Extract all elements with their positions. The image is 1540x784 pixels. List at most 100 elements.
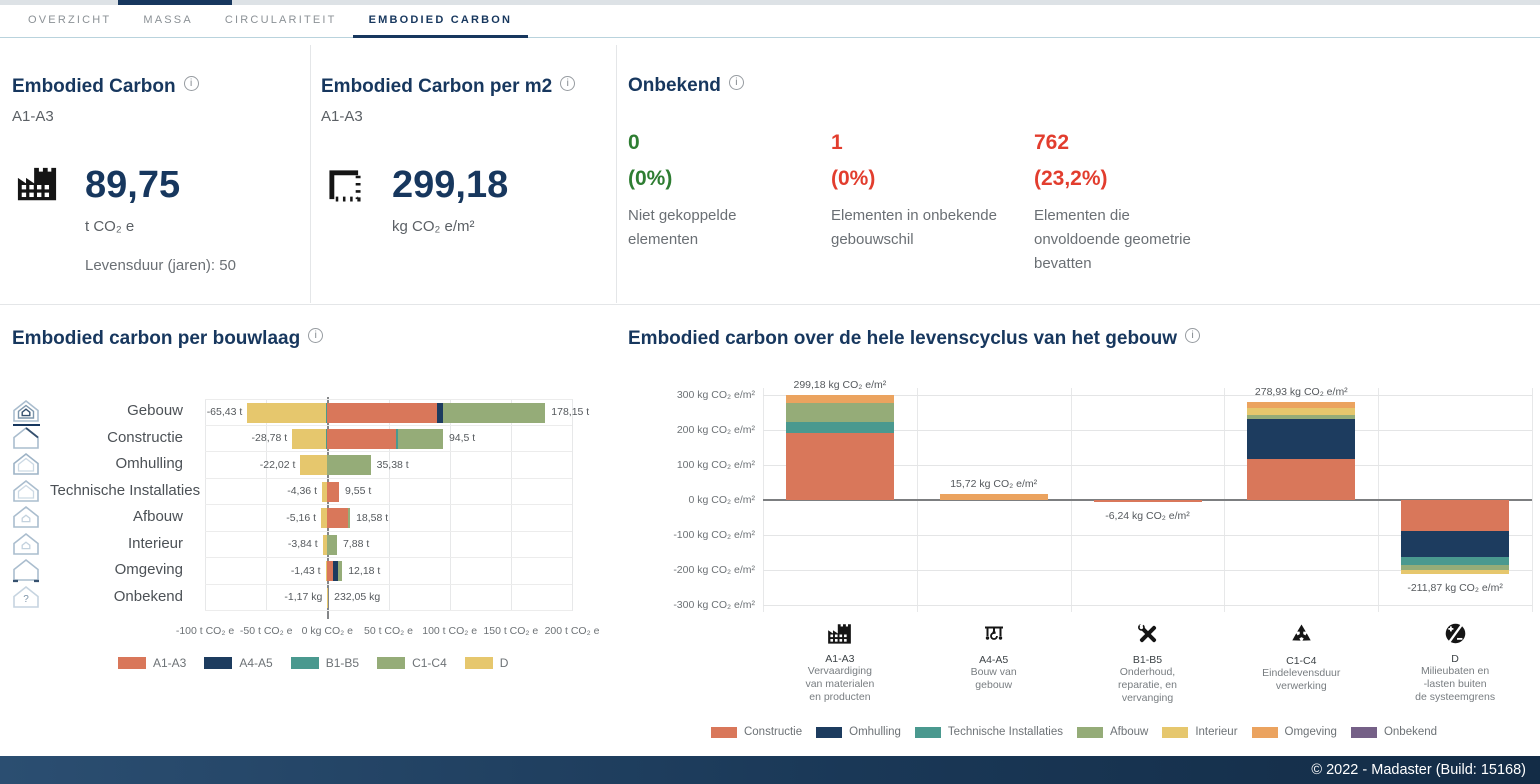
bar-segment-D[interactable] bbox=[321, 508, 328, 528]
gridline bbox=[763, 465, 1532, 466]
omgeving-house-icon bbox=[13, 558, 39, 583]
embodied-carbon-m2-unit: kg CO₂ e/m² bbox=[392, 218, 475, 235]
legend-swatch bbox=[118, 657, 146, 669]
bouwlaag-plot: Gebouw -65,43 t 178,15 t Constructie -28,78 … bbox=[10, 397, 589, 619]
x-tick-label: 200 t CO₂ e bbox=[544, 625, 600, 637]
info-icon[interactable]: i bbox=[728, 75, 744, 90]
interieur-icon bbox=[12, 532, 44, 558]
bar-segment-D[interactable] bbox=[325, 561, 328, 581]
bar-segment-A1-A3[interactable] bbox=[327, 481, 339, 502]
embodied-carbon-m2-title: Embodied Carbon per m2 bbox=[321, 76, 553, 97]
info-icon[interactable]: i bbox=[183, 76, 199, 91]
gridline bbox=[205, 399, 206, 611]
legend-label: Omhulling bbox=[849, 726, 901, 738]
legend-label: Onbekend bbox=[1383, 726, 1438, 738]
legend-swatch bbox=[464, 657, 493, 669]
bar-segment-D[interactable] bbox=[322, 534, 328, 555]
bouwlaag-row-gebouw: Gebouw -65,43 t 178,15 t bbox=[10, 399, 589, 426]
pos-value-label: 7,88 t bbox=[342, 538, 370, 551]
constructie-house-icon bbox=[13, 426, 39, 449]
bar-segment-omgeving[interactable] bbox=[939, 494, 1048, 500]
bar-segment-omgeving[interactable] bbox=[785, 395, 894, 404]
stat-value: 762 bbox=[1034, 131, 1070, 154]
phase-description: Bouw van gebouw bbox=[970, 666, 1017, 691]
neg-value-label: -22,02 t bbox=[259, 458, 296, 471]
copyright-text: © 2022 - Madaster (Build: 15168) bbox=[1311, 762, 1526, 778]
bar-segment-omhulling[interactable] bbox=[1247, 418, 1356, 459]
bar-segment-C1-C4[interactable] bbox=[327, 455, 371, 475]
bar-segment-B1-B5[interactable] bbox=[326, 428, 328, 449]
legend-label: Constructie bbox=[743, 726, 803, 738]
recycle-icon bbox=[1225, 622, 1377, 652]
bar-segment-omgeving[interactable] bbox=[1247, 402, 1356, 408]
bar-segment-A1-A3[interactable] bbox=[327, 403, 438, 423]
bar-segment-B1-B5[interactable] bbox=[326, 403, 328, 423]
bar-segment-D[interactable] bbox=[292, 428, 327, 449]
stat-value: 0 bbox=[628, 131, 640, 154]
embodied-carbon-card: Embodied Carbon i A1-A3 89,75 t CO₂ e Lev… bbox=[12, 76, 308, 274]
tab-embodied-carbon[interactable]: EMBODIED CARBON bbox=[352, 5, 529, 38]
neg-value-label: -1,17 kg bbox=[284, 591, 323, 604]
bar-segment-A1-A3[interactable] bbox=[327, 428, 396, 449]
bar-segment-C1-C4[interactable] bbox=[347, 508, 351, 528]
tab-massa[interactable]: MASSA bbox=[143, 14, 193, 26]
phase-description: Vervaardiging van materialen en producten bbox=[805, 664, 875, 703]
bar-segment-A1-A3[interactable] bbox=[327, 508, 348, 528]
bar-segment-C1-C4[interactable] bbox=[327, 534, 337, 555]
row-plot: -65,43 t 178,15 t bbox=[205, 399, 589, 426]
bar-segment-D[interactable] bbox=[300, 455, 328, 475]
divider bbox=[0, 304, 1540, 305]
phase-description: Onderhoud, reparatie, en vervanging bbox=[1118, 666, 1177, 704]
bar-segment-D[interactable] bbox=[247, 403, 327, 423]
bar-segment-C1-C4[interactable] bbox=[338, 561, 343, 581]
bar-segment-A4-A5[interactable] bbox=[437, 403, 443, 423]
bar-segment-omhulling[interactable] bbox=[1401, 530, 1510, 558]
stat-description: Elementen die onvoldoende geometrie beva… bbox=[1034, 207, 1191, 273]
neg-value-label: -3,84 t bbox=[287, 538, 318, 551]
info-icon[interactable]: i bbox=[308, 328, 324, 343]
bar-segment-A4-A5[interactable] bbox=[333, 561, 339, 581]
bar-segment-constructie[interactable] bbox=[1093, 500, 1202, 503]
tab-circulariteit[interactable]: CIRCULARITEIT bbox=[224, 14, 337, 26]
bar-segment-technische-installaties[interactable] bbox=[785, 422, 894, 433]
bar-segment-technische-installaties[interactable] bbox=[1401, 557, 1510, 566]
plus-minus-icon bbox=[1445, 623, 1465, 644]
bar-segment-D[interactable] bbox=[327, 587, 328, 608]
bar-segment-constructie[interactable] bbox=[785, 432, 894, 500]
neg-value-label: -65,43 t bbox=[206, 406, 243, 419]
row-label: Interieur bbox=[127, 534, 183, 552]
bar-segment-A1-A3[interactable] bbox=[327, 561, 334, 581]
x-tick-label: 100 t CO₂ e bbox=[422, 625, 478, 637]
bar-segment-B1-B5[interactable] bbox=[395, 428, 398, 449]
omhulling-icon bbox=[12, 452, 44, 478]
bar-segment-interieur[interactable] bbox=[1401, 570, 1510, 575]
stat-percent: (0%) bbox=[831, 166, 876, 190]
bar-segment-afbouw[interactable] bbox=[785, 403, 894, 423]
stat-description: Elementen in onbekende gebouwschil bbox=[831, 207, 997, 249]
onbekend-icon: ? bbox=[12, 585, 44, 611]
bar-segment-afbouw[interactable] bbox=[1401, 565, 1510, 570]
pos-value-label: 9,55 t bbox=[345, 485, 372, 498]
bar-segment-constructie[interactable] bbox=[1401, 500, 1510, 531]
tab-overzicht[interactable]: OVERZICHT bbox=[28, 14, 112, 26]
bar-annotation: 299,18 kg CO₂ e/m² bbox=[793, 379, 887, 392]
bar-segment-interieur[interactable] bbox=[1247, 407, 1356, 416]
legend-label: A1-A3 bbox=[153, 656, 187, 670]
bar-segment-afbouw[interactable] bbox=[1247, 415, 1356, 419]
info-icon[interactable]: i bbox=[1185, 328, 1201, 343]
crane-icon bbox=[918, 622, 1070, 651]
y-tick-label: 100 kg CO₂ e/m² bbox=[676, 459, 755, 471]
bar-annotation: -211,87 kg CO₂ e/m² bbox=[1407, 582, 1503, 595]
technische-house-icon bbox=[13, 479, 39, 502]
bar-segment-D[interactable] bbox=[321, 481, 328, 502]
bar-segment-C1-C4[interactable] bbox=[397, 428, 443, 449]
onbekend-title: Onbekend bbox=[628, 75, 721, 96]
row-plot: -1,17 kg 232,05 kg bbox=[205, 585, 572, 611]
bouwlaag-row-technische-installaties: Technische Installaties -4,36 t 9,55 t bbox=[10, 479, 572, 505]
bar-segment-constructie[interactable] bbox=[1247, 458, 1356, 500]
legend-item-d: D bbox=[464, 656, 508, 670]
lifecycle-category-d: D Milieubaten en -lasten buiten de systeemg… bbox=[1379, 622, 1531, 704]
bar-segment-C1-C4[interactable] bbox=[442, 403, 546, 423]
info-icon[interactable]: i bbox=[560, 76, 576, 91]
lifecycle-plot: 300 kg CO₂ e/m² 200 kg CO₂ e/m² 100 kg CO₂… bbox=[628, 320, 1534, 752]
